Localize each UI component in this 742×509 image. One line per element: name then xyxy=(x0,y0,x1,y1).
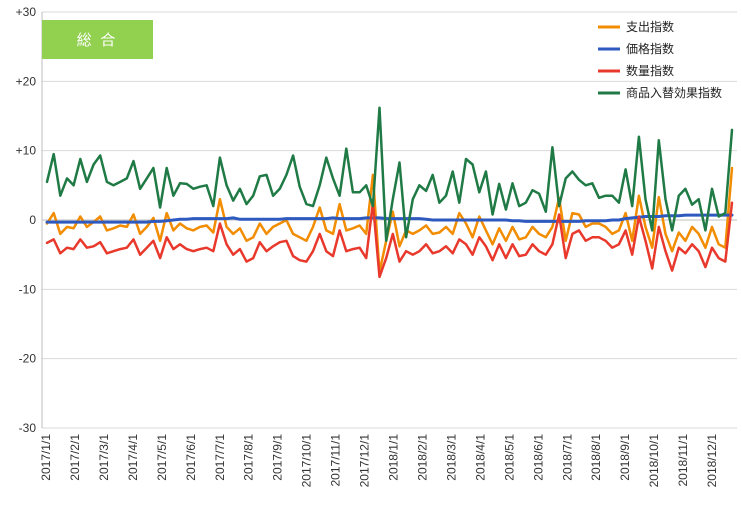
y-tick-label: +10 xyxy=(16,144,37,158)
x-tick-label: 2018/11/1 xyxy=(676,434,690,487)
x-tick-label: 2018/2/1 xyxy=(415,434,429,481)
x-tick-label: 2018/6/1 xyxy=(531,434,545,481)
x-tick-labels: 2017/1/1 2017/2/1 2017/3/1 2017/4/1 2017/5/1… xyxy=(39,434,719,488)
x-tick-label: 2017/9/1 xyxy=(271,434,285,481)
x-tick-label: 2018/1/1 xyxy=(387,434,401,481)
x-tick-label: 2017/3/1 xyxy=(97,434,111,481)
series-line-4 xyxy=(45,106,734,243)
x-tick-label: 2017/7/1 xyxy=(213,434,227,481)
x-tick-label: 2017/12/1 xyxy=(358,434,372,488)
x-tick-label: 2017/10/1 xyxy=(300,434,314,488)
legend-label: 価格指数 xyxy=(626,41,674,56)
badge-label: 総 合 xyxy=(77,31,118,49)
x-tick-label: 2018/4/1 xyxy=(473,434,487,481)
x-tick-label: 2018/8/1 xyxy=(589,434,603,481)
y-tick-label: -20 xyxy=(19,352,37,366)
x-tick-label: 2018/3/1 xyxy=(444,434,458,481)
x-tick-label: 2018/7/1 xyxy=(560,434,574,481)
y-tick-label: +30 xyxy=(16,5,37,19)
y-tick-label: -10 xyxy=(19,282,37,296)
x-tick-label: 2018/9/1 xyxy=(618,434,632,481)
x-tick-label: 2017/2/1 xyxy=(68,434,82,481)
badge-background xyxy=(42,20,153,59)
x-tick-label: 2017/11/1 xyxy=(329,434,343,487)
legend-label: 商品入替効果指数 xyxy=(626,85,722,100)
y-tick-label: 0 xyxy=(29,213,36,227)
x-tick-label: 2018/10/1 xyxy=(647,434,661,488)
legend-label: 支出指数 xyxy=(626,19,674,34)
x-tick-label: 2017/4/1 xyxy=(126,434,140,481)
series-lines xyxy=(45,106,734,279)
legend-label: 数量指数 xyxy=(626,63,674,78)
x-tick-label: 2018/5/1 xyxy=(502,434,516,481)
x-tick-label: 2018/12/1 xyxy=(705,434,719,488)
x-tick-label: 2017/1/1 xyxy=(39,434,53,481)
y-tick-label: +20 xyxy=(16,74,37,88)
x-tick-label: 2017/6/1 xyxy=(184,434,198,481)
series-line-3 xyxy=(45,201,734,279)
y-tick-labels: +30 +20 +10 0 -10 -20 -30 xyxy=(16,5,37,435)
y-tick-label: -30 xyxy=(19,421,37,435)
x-tick-label: 2017/8/1 xyxy=(242,434,256,481)
x-tick-label: 2017/5/1 xyxy=(155,434,169,481)
category-badge: 総 合 xyxy=(42,20,153,59)
